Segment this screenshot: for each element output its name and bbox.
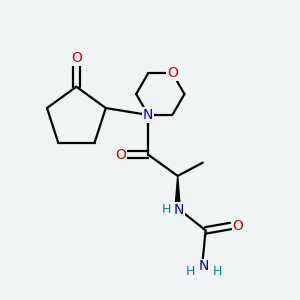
Text: H: H — [186, 265, 195, 278]
Text: H: H — [213, 265, 222, 278]
Text: H: H — [162, 203, 171, 216]
Text: N: N — [143, 108, 153, 122]
Text: O: O — [167, 66, 178, 80]
Polygon shape — [175, 176, 180, 208]
Text: O: O — [232, 219, 244, 233]
Text: O: O — [71, 51, 82, 65]
Text: O: O — [115, 148, 126, 162]
Text: N: N — [174, 203, 184, 217]
Text: N: N — [199, 259, 209, 273]
